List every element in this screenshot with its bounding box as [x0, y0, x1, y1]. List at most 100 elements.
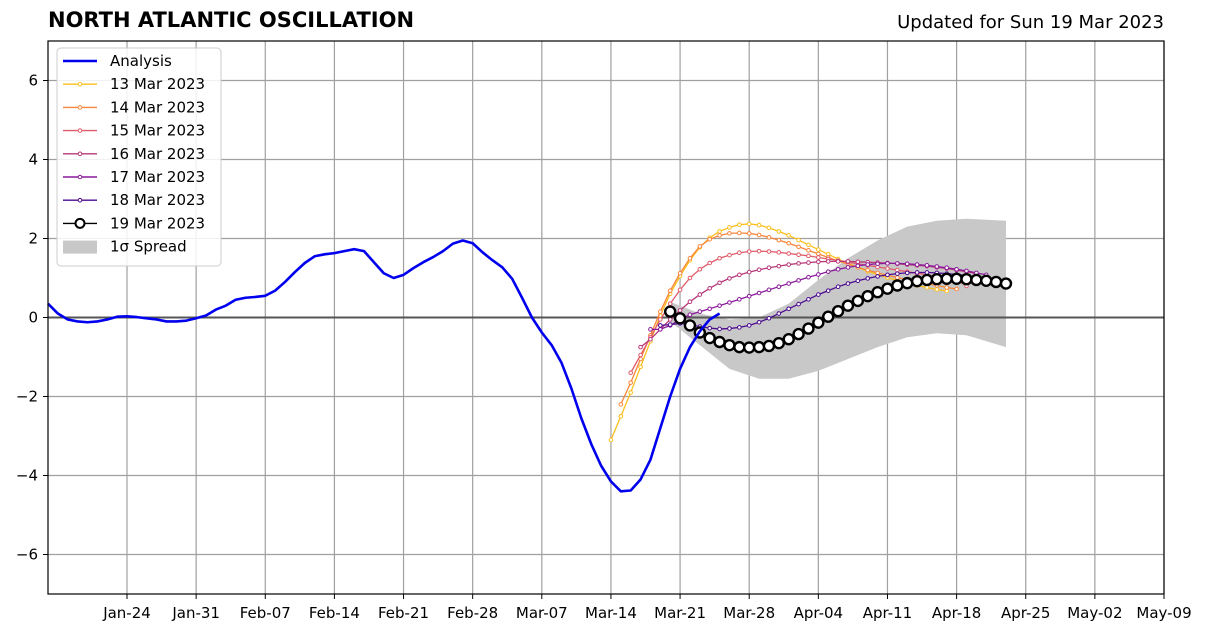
y-tick-label: −4: [16, 467, 38, 485]
series-point: [910, 274, 924, 288]
series-point: [792, 327, 805, 341]
series-point: [845, 281, 851, 286]
series-point: [762, 339, 776, 353]
x-tick-label: Apr-11: [863, 604, 913, 622]
legend-entry: 15 Mar 2023: [63, 122, 205, 140]
series-point: [816, 272, 821, 277]
series-point: [885, 266, 890, 271]
series-point: [663, 305, 677, 318]
legend-label: 18 Mar 2023: [110, 191, 205, 209]
series-point: [806, 253, 811, 259]
series-point: [707, 325, 712, 331]
series-point: [618, 413, 624, 419]
series-point: [806, 260, 811, 265]
series-point: [707, 306, 712, 312]
series-point: [934, 264, 940, 269]
series-point: [954, 267, 959, 272]
series-point: [954, 286, 959, 292]
series-point: [667, 317, 673, 322]
x-tick-label: Jan-24: [102, 604, 151, 622]
legend-entry: 1σ Spread: [63, 238, 187, 256]
series-point: [727, 231, 732, 236]
legend-entry: 18 Mar 2023: [63, 191, 205, 209]
legend-label: 17 Mar 2023: [110, 168, 205, 186]
series-point: [766, 287, 772, 293]
series-point: [960, 272, 973, 286]
series-point: [885, 272, 890, 278]
series-point: [667, 322, 673, 327]
series-point: [677, 308, 683, 313]
x-tick-label: Mar-07: [516, 604, 568, 622]
legend-entry: Analysis: [63, 52, 172, 70]
series-point: [766, 249, 772, 254]
series-point: [806, 274, 811, 280]
series-point: [717, 255, 722, 261]
series-point: [950, 272, 963, 285]
legend-label: 13 Mar 2023: [110, 75, 205, 93]
series-point: [796, 237, 801, 243]
series-point: [737, 297, 742, 302]
series-point: [831, 304, 845, 318]
series-point: [796, 244, 801, 250]
series-point: [756, 222, 762, 228]
series-point: [776, 229, 782, 234]
series-point: [658, 309, 663, 314]
series-point: [628, 380, 633, 385]
legend-label: 15 Mar 2023: [110, 122, 205, 140]
series-point: [934, 287, 940, 292]
series-point: [697, 267, 703, 272]
y-tick-label: 6: [28, 72, 38, 90]
series-point: [746, 293, 752, 299]
x-tick-label: Jan-31: [171, 604, 220, 622]
x-tick-label: May-09: [1136, 604, 1191, 622]
legend-marker: [77, 174, 83, 180]
series-point: [687, 312, 693, 318]
legend-entry: 14 Mar 2023: [63, 98, 205, 116]
series-point: [628, 370, 633, 376]
series-point: [825, 269, 831, 274]
series-point: [796, 301, 801, 307]
series-point: [904, 270, 910, 276]
series-point: [924, 285, 930, 290]
series-point: [871, 286, 884, 299]
y-tick-label: 4: [28, 151, 38, 169]
y-tick-label: −6: [16, 546, 38, 564]
forecast-series: [608, 221, 1013, 443]
series-point: [752, 340, 766, 354]
plot-frame: [47, 40, 1165, 595]
series-point: [707, 236, 712, 242]
series-point: [756, 232, 762, 238]
series-point: [772, 336, 786, 350]
series-point: [737, 230, 742, 236]
series-point: [717, 303, 722, 308]
series-point: [673, 312, 687, 325]
series-point: [806, 248, 811, 253]
series-point: [756, 319, 762, 325]
grid-lines: [48, 41, 1165, 594]
series-point: [717, 229, 722, 234]
series-point: [845, 265, 851, 270]
series-point: [875, 274, 880, 279]
series-point: [717, 233, 722, 238]
legend-marker: [74, 217, 86, 229]
series-point: [825, 259, 831, 264]
series-point: [895, 261, 900, 266]
series-point: [796, 261, 801, 266]
series-point: [806, 297, 811, 302]
series-point: [891, 279, 904, 292]
series-point: [737, 250, 742, 256]
series-point: [776, 263, 782, 269]
series-point: [865, 262, 871, 267]
series-point: [687, 255, 693, 261]
series-point: [865, 267, 871, 273]
series-point: [756, 290, 762, 296]
legend-entry: 13 Mar 2023: [63, 75, 205, 93]
series-point: [766, 235, 772, 240]
legend-marker: [77, 151, 83, 157]
series-point: [895, 275, 900, 280]
series-point: [746, 221, 752, 227]
series-point: [861, 289, 874, 303]
series-point: [796, 252, 801, 257]
series-point: [746, 323, 752, 328]
series-point: [776, 237, 782, 243]
